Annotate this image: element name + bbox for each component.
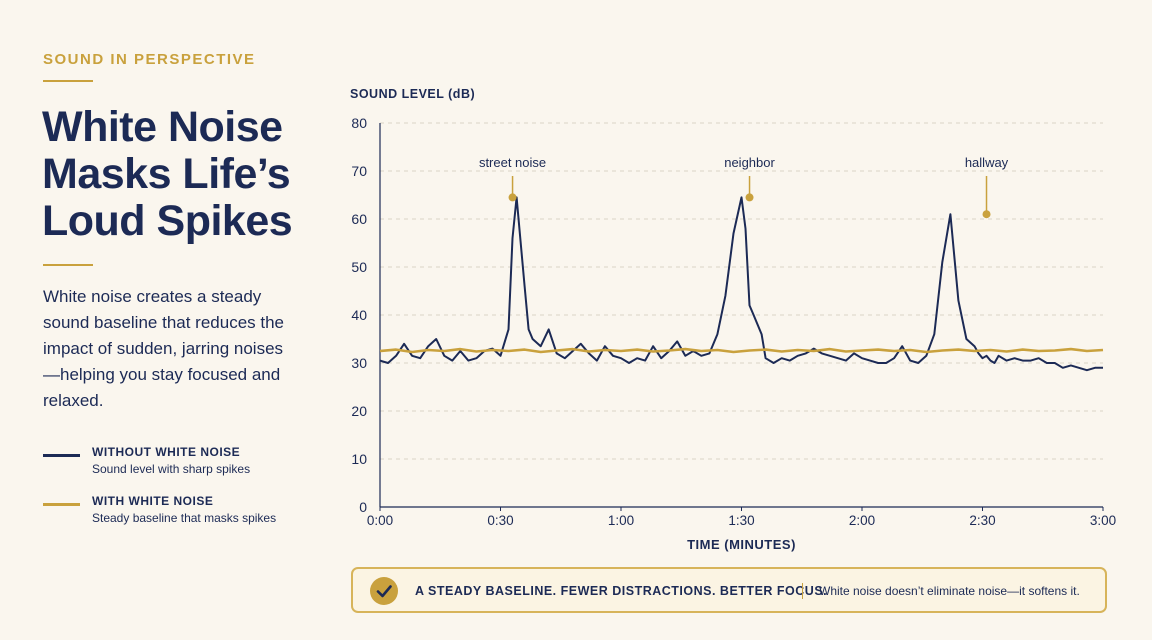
legend-swatch-navy: [43, 454, 80, 457]
y-tick-label: 0: [359, 499, 367, 515]
series-line-with-white-noise: [379, 347, 1104, 354]
legend-title: WITH WHITE NOISE: [92, 494, 214, 508]
y-tick-label: 30: [351, 355, 367, 371]
y-tick-label: 60: [351, 211, 367, 227]
check-icon: [370, 577, 398, 605]
y-tick-label: 70: [351, 163, 367, 179]
description: White noise creates a steady sound basel…: [43, 287, 285, 410]
x-tick-label: 2:30: [969, 513, 995, 528]
x-axis-label: TIME (MINUTES): [687, 537, 796, 552]
x-tick-label: 3:00: [1090, 513, 1116, 528]
banner-headline: A STEADY BASELINE. FEWER DISTRACTIONS. B…: [415, 584, 828, 598]
legend-swatch-gold: [43, 503, 80, 506]
sound-level-chart: SOUND LEVEL (dB) 0 10 20 30 40 50 60 70 80 0:00 0:3…: [350, 87, 1116, 552]
y-tick-label: 20: [351, 403, 367, 419]
annotation-marker: [745, 193, 754, 202]
divider: [43, 80, 93, 82]
x-tick-label: 0:30: [487, 513, 513, 528]
y-tick-label: 80: [351, 115, 367, 131]
legend-subtitle: Steady baseline that masks spikes: [92, 511, 277, 525]
y-axis-label: SOUND LEVEL (dB): [350, 87, 475, 101]
x-tick-label: 2:00: [849, 513, 875, 528]
divider: [43, 264, 93, 266]
annotation-label: hallway: [965, 155, 1009, 170]
annotation-label: neighbor: [724, 155, 775, 170]
page-title: White Noise Masks Life’s Loud Spikes: [42, 103, 293, 245]
y-tick-label: 10: [351, 451, 367, 467]
banner-note: White noise doesn’t eliminate noise—it s…: [819, 584, 1080, 598]
legend-title: WITHOUT WHITE NOISE: [92, 445, 241, 459]
annotation-marker: [508, 193, 517, 202]
eyebrow-label: SOUND IN PERSPECTIVE: [43, 51, 256, 68]
y-tick-label: 50: [351, 259, 367, 275]
annotation-label: street noise: [479, 155, 546, 170]
y-tick-label: 40: [351, 307, 367, 323]
x-tick-label: 1:00: [608, 513, 634, 528]
banner-separator: [802, 583, 803, 599]
x-tick-label: 1:30: [728, 513, 754, 528]
summary-banner: A STEADY BASELINE. FEWER DISTRACTIONS. B…: [351, 567, 1107, 613]
series-line-without-white-noise: [379, 196, 1103, 372]
legend-subtitle: Sound level with sharp spikes: [92, 462, 251, 476]
x-tick-label: 0:00: [367, 513, 393, 528]
annotation-marker: [982, 210, 991, 219]
